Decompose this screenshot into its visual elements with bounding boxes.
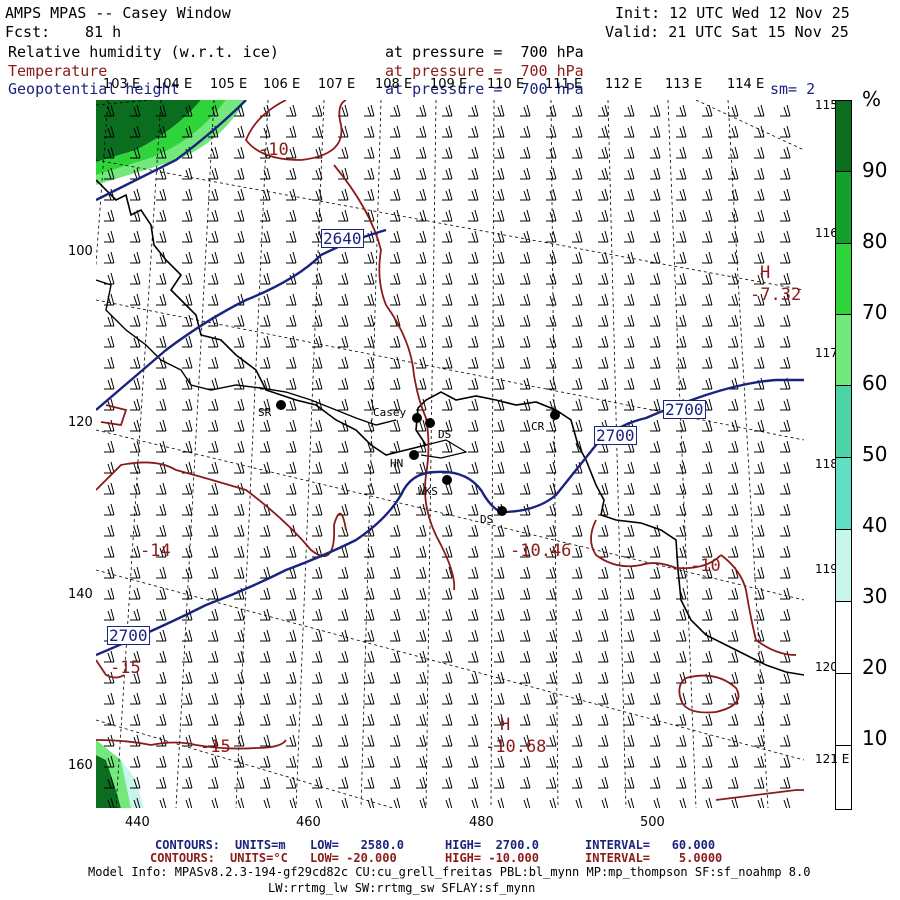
footer-height-units: UNITS=m [235,838,286,852]
colorbar-label: 50 [862,442,888,466]
colorbar-label: 10 [862,726,888,750]
lon-label: 111 E [545,77,583,92]
height-label: 2700 [594,426,637,445]
colorbar-label: 60 [862,371,888,395]
footer-temp-low: LOW= -20.000 [310,851,397,865]
high-label: H [500,715,511,735]
temp-label: -10.46 [510,541,572,561]
stations [276,400,560,516]
model-info-2: LW:rrtmg_lw SW:rrtmg_sw SFLAY:sf_mynn [268,881,536,895]
x-tick-label: 460 [296,815,321,830]
station-ds2 [497,506,507,516]
init-time: Init: 12 UTC Wed 12 Nov 25 [615,4,850,22]
lon-label: 110 E [487,77,525,92]
lon-label: 109 E [430,77,468,92]
colorbar-label: 70 [862,300,888,324]
colorbar-label: 20 [862,655,888,679]
max-temp-label: -10.68 [485,737,547,757]
footer-height-label: CONTOURS: [155,838,221,852]
footer-height-interval: INTERVAL= 60.000 [585,838,716,852]
smoothing-label: sm= 2 [770,80,816,98]
temp-label: -10 [690,556,721,576]
y-tick-label: 160 [68,758,93,773]
map-title: AMPS MPAS -- Casey Window [5,4,231,22]
temp-label: -10 [258,140,289,160]
colorbar-label: 30 [862,584,888,608]
x-tick-label: 440 [125,815,150,830]
station-label-casey: Casey [373,406,407,419]
station-cr [550,410,560,420]
footer-temp-interval: INTERVAL= 5.0000 [585,851,723,865]
temp-label: -15 [200,737,231,757]
footer-temp-high: HIGH= -10.000 [445,851,539,865]
temp-label: -15 [110,658,141,678]
station-label-ds2: DS [480,513,494,526]
temperature-contours [96,100,804,801]
forecast-label: Fcst: [5,23,51,41]
lon-label: 107 E [318,77,356,92]
colorbar-label: 90 [862,158,888,182]
footer-height-low: LOW= 2580.0 [310,838,404,852]
height-label: 2640 [321,229,364,248]
station-ds [425,418,435,428]
field-temp-name: Temperature [8,62,108,80]
coastline [96,179,804,676]
lon-label: 103 E [103,77,141,92]
valid-time: Valid: 21 UTC Sat 15 Nov 25 [605,23,849,41]
station-label-cr: CR [531,420,545,433]
y-tick-label: 140 [68,587,93,602]
field-temp-level: at pressure = 700 hPa [385,62,584,80]
field-height-level: at pressure = 700 hPa [385,80,584,98]
temp-label: -14 [140,541,171,561]
height-label: 2700 [663,400,706,419]
y-tick-label: 120 [68,415,93,430]
station-label-ds: DS [438,428,452,441]
colorbar-label: 80 [862,229,888,253]
height-contours [96,100,804,657]
x-tick-label: 480 [469,815,494,830]
lon-label: 108 E [375,77,413,92]
station-sr [276,400,286,410]
station-hn [409,450,419,460]
lon-label: 113 E [665,77,703,92]
y-tick-label: 100 [68,244,93,259]
footer-height-high: HIGH= 2700.0 [445,838,539,852]
map-panel [96,100,804,808]
lon-label: 114 E [727,77,765,92]
lon-label: 106 E [263,77,301,92]
lon-label-right: 121 E [815,752,850,766]
colorbar [835,100,852,810]
model-info: Model Info: MPASv8.2.3-194-gf29cd82c CU:… [88,865,811,879]
field-rh-level: at pressure = 700 hPa [385,43,584,61]
station-wks [442,475,452,485]
station-label-sr: SR [258,406,272,419]
field-height-name: Geopotential height [8,80,180,98]
lon-label: 112 E [605,77,643,92]
colorbar-unit: % [862,87,882,111]
x-tick-label: 500 [640,815,665,830]
forecast-hour: 81 h [85,23,122,41]
high-label: H [760,263,771,283]
colorbar-label: 40 [862,513,888,537]
lon-label: 105 E [210,77,248,92]
lon-label: 104 E [155,77,193,92]
station-casey [412,413,422,423]
station-label-wks: WKS [418,485,438,498]
lat-lon-grid [96,100,804,808]
footer-temp-label: CONTOURS: [150,851,216,865]
footer-temp-units: UNITS=°C [230,851,288,865]
height-label: 2700 [107,626,150,645]
max-temp-label: -7.32 [750,285,802,305]
field-rh-name: Relative humidity (w.r.t. ice) [8,43,279,61]
station-label-hn: HN [390,457,404,470]
